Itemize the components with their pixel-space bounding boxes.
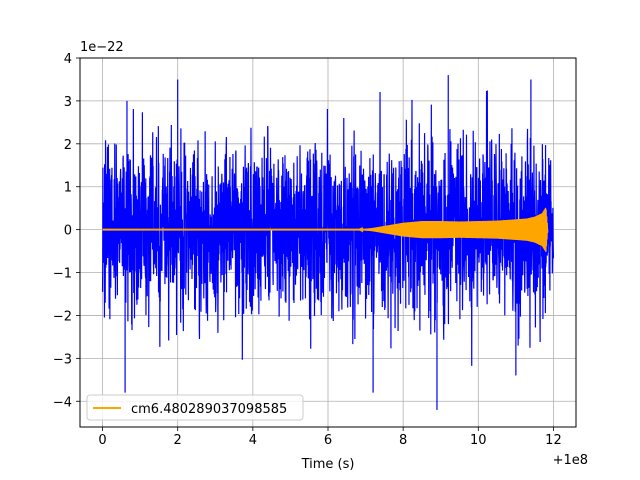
y-tick-label: 1 — [64, 181, 72, 196]
y-tick-label: −1 — [53, 267, 72, 282]
x-tick-label: 2 — [174, 433, 182, 448]
legend-box — [86, 394, 304, 421]
y-tick-label: 3 — [64, 95, 72, 110]
y-tick-label: 0 — [64, 224, 72, 239]
legend-label: cm6.480289037098585 — [131, 402, 287, 417]
blue-noise-line — [101, 75, 555, 410]
legend: cm6.480289037098585 — [86, 394, 304, 421]
x-tick-label: 12 — [545, 433, 562, 448]
y-tick-label: 4 — [64, 52, 72, 67]
orange-chirp-series — [102, 207, 549, 252]
x-tick-label: 10 — [470, 433, 487, 448]
x-offset-label: +1e8 — [553, 453, 588, 468]
blue-noise-series — [101, 75, 555, 410]
y-tick-label: −3 — [53, 352, 72, 367]
x-axis-label: Time (s) — [301, 457, 355, 472]
y-tick-label: −2 — [53, 309, 72, 324]
y-tick-label: −4 — [53, 395, 72, 410]
x-tick-label: 0 — [98, 433, 106, 448]
y-scale-label: 1e−22 — [80, 40, 124, 55]
x-tick-label: 8 — [399, 433, 407, 448]
x-tick-label: 4 — [249, 433, 257, 448]
y-tick-label: 2 — [64, 138, 72, 153]
x-tick-label: 6 — [324, 433, 332, 448]
